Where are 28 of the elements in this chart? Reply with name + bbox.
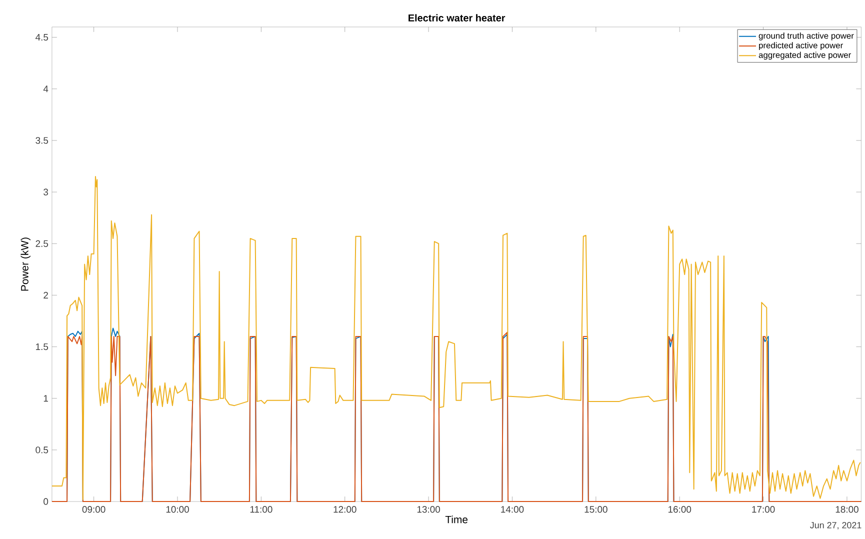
y-tick-label: 0.5 bbox=[36, 446, 48, 454]
x-tick-label: 17:00 bbox=[752, 506, 775, 512]
y-tick-label: 2.5 bbox=[36, 240, 48, 247]
y-tick-label: 1 bbox=[44, 394, 48, 402]
x-tick-label: 12:00 bbox=[334, 506, 356, 512]
y-tick-label: 3.5 bbox=[36, 136, 48, 144]
chart-title: Electric water heater bbox=[408, 14, 506, 22]
x-tick-label: 10:00 bbox=[166, 506, 189, 512]
x-tick-label: 13:00 bbox=[417, 506, 440, 512]
legend-label: ground truth active power bbox=[758, 32, 854, 40]
y-tick-label: 3 bbox=[44, 188, 48, 196]
x-axis-title: Time bbox=[445, 515, 468, 524]
y-tick-label: 4 bbox=[43, 85, 48, 92]
y-tick-label: 4.5 bbox=[36, 34, 48, 40]
y-tick-label: 1.5 bbox=[36, 343, 48, 350]
x-tick-label: 15:00 bbox=[584, 506, 608, 512]
line-series bbox=[51, 176, 861, 500]
y-tick-label: 2 bbox=[44, 292, 48, 298]
y-axis-title: Power (kW) bbox=[20, 237, 30, 290]
legend-label: aggregated active power bbox=[758, 52, 851, 60]
legend-label: predicted active power bbox=[759, 42, 843, 50]
x-tick-label: 11:00 bbox=[250, 506, 272, 512]
y-tick-label: 0 bbox=[44, 498, 48, 505]
text: Jun 27, 2021 bbox=[810, 522, 862, 530]
x-tick-label: 14:00 bbox=[501, 506, 524, 512]
x-tick-label: 16:00 bbox=[668, 506, 692, 512]
x-tick-label: 18:00 bbox=[836, 506, 858, 512]
x-tick-label: 09:00 bbox=[82, 506, 106, 512]
